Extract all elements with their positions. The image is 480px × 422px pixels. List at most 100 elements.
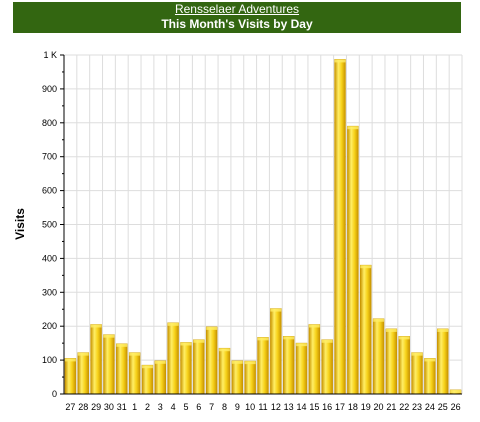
- chart-header: Rensselaer Adventures This Month's Visit…: [13, 2, 461, 33]
- bar-highlight: [219, 348, 230, 352]
- bar-highlight: [398, 336, 410, 340]
- x-tick-label: 2: [145, 402, 150, 412]
- x-tick-label: 7: [209, 402, 214, 412]
- bar-day-16[interactable]: [321, 339, 333, 395]
- bar-day-20[interactable]: [372, 318, 385, 395]
- bar-day-28[interactable]: [77, 352, 89, 395]
- bar-day-8[interactable]: [218, 347, 231, 395]
- x-tick-label: 16: [322, 402, 332, 412]
- x-tick-label: 14: [297, 402, 307, 412]
- chart-title: This Month's Visits by Day: [161, 17, 313, 31]
- x-tick-label: 20: [374, 402, 384, 412]
- bar-highlight: [411, 352, 423, 356]
- bar-day-18[interactable]: [347, 125, 359, 395]
- bar-highlight: [116, 343, 128, 347]
- bar-highlight: [180, 342, 192, 346]
- bar-day-12[interactable]: [270, 308, 282, 395]
- bar-highlight: [206, 326, 218, 330]
- bar-highlight: [450, 389, 461, 393]
- bar-day-29[interactable]: [90, 324, 102, 395]
- x-tick-label: 28: [78, 402, 88, 412]
- bar-highlight: [424, 358, 436, 362]
- x-tick-label: 29: [91, 402, 101, 412]
- bar-highlight: [373, 318, 384, 322]
- bar-highlight: [308, 324, 320, 328]
- y-tick-label: 0: [52, 389, 57, 399]
- bar-day-9[interactable]: [231, 360, 244, 395]
- bar-day-22[interactable]: [398, 336, 410, 395]
- y-tick-label: 300: [42, 287, 57, 297]
- bar-day-2[interactable]: [141, 364, 154, 395]
- bar-day-4[interactable]: [167, 322, 179, 395]
- bar-highlight: [283, 336, 295, 340]
- bar-highlight: [244, 361, 256, 365]
- x-tick-label: 22: [399, 402, 409, 412]
- y-tick-label: 700: [42, 152, 57, 162]
- y-tick-label: 500: [42, 220, 57, 230]
- bar-day-15[interactable]: [308, 324, 321, 395]
- x-tick-label: 31: [117, 402, 127, 412]
- bar-highlight: [142, 365, 153, 369]
- x-tick-label: 18: [348, 402, 358, 412]
- bar-highlight: [257, 337, 269, 341]
- bar-day-23[interactable]: [411, 352, 423, 395]
- x-tick-label: 8: [222, 402, 227, 412]
- bar-highlight: [154, 360, 166, 364]
- bar-day-7[interactable]: [205, 326, 218, 395]
- bar-day-27[interactable]: [64, 358, 77, 395]
- bar-highlight: [231, 360, 243, 364]
- bar-highlight: [77, 352, 89, 356]
- x-tick-label: 6: [196, 402, 201, 412]
- site-name-link[interactable]: Rensselaer Adventures: [174, 2, 300, 16]
- bar-highlight: [385, 328, 397, 332]
- x-tick-label: 23: [412, 402, 422, 412]
- bar-highlight: [270, 308, 282, 312]
- x-tick-label: 5: [183, 402, 188, 412]
- y-tick-label: 600: [42, 186, 57, 196]
- bar-day-21[interactable]: [385, 328, 398, 395]
- x-tick-label: 4: [171, 402, 176, 412]
- bar-day-19[interactable]: [359, 264, 372, 395]
- bar-day-10[interactable]: [244, 360, 256, 395]
- bar-highlight: [103, 334, 115, 338]
- bar-highlight: [90, 324, 102, 328]
- x-tick-label: 10: [245, 402, 255, 412]
- x-tick-label: 1: [132, 402, 137, 412]
- bar-highlight: [193, 339, 205, 343]
- bar-highlight: [296, 343, 307, 347]
- x-tick-label: 30: [104, 402, 114, 412]
- y-tick-label: 900: [42, 84, 57, 94]
- bar-day-6[interactable]: [193, 339, 205, 395]
- y-tick-label: 100: [42, 355, 57, 365]
- x-tick-label: 12: [271, 402, 281, 412]
- bar-day-14[interactable]: [295, 342, 308, 395]
- x-tick-label: 13: [284, 402, 294, 412]
- x-tick-label: 11: [258, 402, 267, 412]
- bar-day-5[interactable]: [180, 342, 192, 395]
- bar-day-17[interactable]: [334, 59, 346, 395]
- bar-day-31[interactable]: [116, 343, 128, 395]
- x-tick-label: 21: [386, 402, 396, 412]
- x-tick-label: 24: [425, 402, 435, 412]
- x-tick-label: 26: [451, 402, 461, 412]
- x-tick-label: 9: [235, 402, 240, 412]
- x-tick-label: 27: [65, 402, 75, 412]
- bar-highlight: [65, 358, 76, 362]
- bar-day-1[interactable]: [128, 352, 141, 395]
- y-tick-label: 1 K: [43, 50, 57, 60]
- y-tick-label: 800: [42, 118, 57, 128]
- bar-day-30[interactable]: [103, 334, 115, 395]
- bar-day-13[interactable]: [282, 336, 295, 395]
- bar-highlight: [334, 59, 346, 63]
- bar-highlight: [360, 265, 372, 269]
- y-tick-label: 400: [42, 253, 57, 263]
- bar-day-24[interactable]: [424, 358, 436, 395]
- x-tick-label: 3: [158, 402, 163, 412]
- x-tick-label: 25: [438, 402, 448, 412]
- bar-day-25[interactable]: [437, 328, 449, 395]
- bar-day-11[interactable]: [257, 337, 269, 395]
- x-tick-label: 17: [335, 402, 345, 412]
- bar-day-3[interactable]: [154, 360, 167, 395]
- x-tick-label: 15: [309, 402, 319, 412]
